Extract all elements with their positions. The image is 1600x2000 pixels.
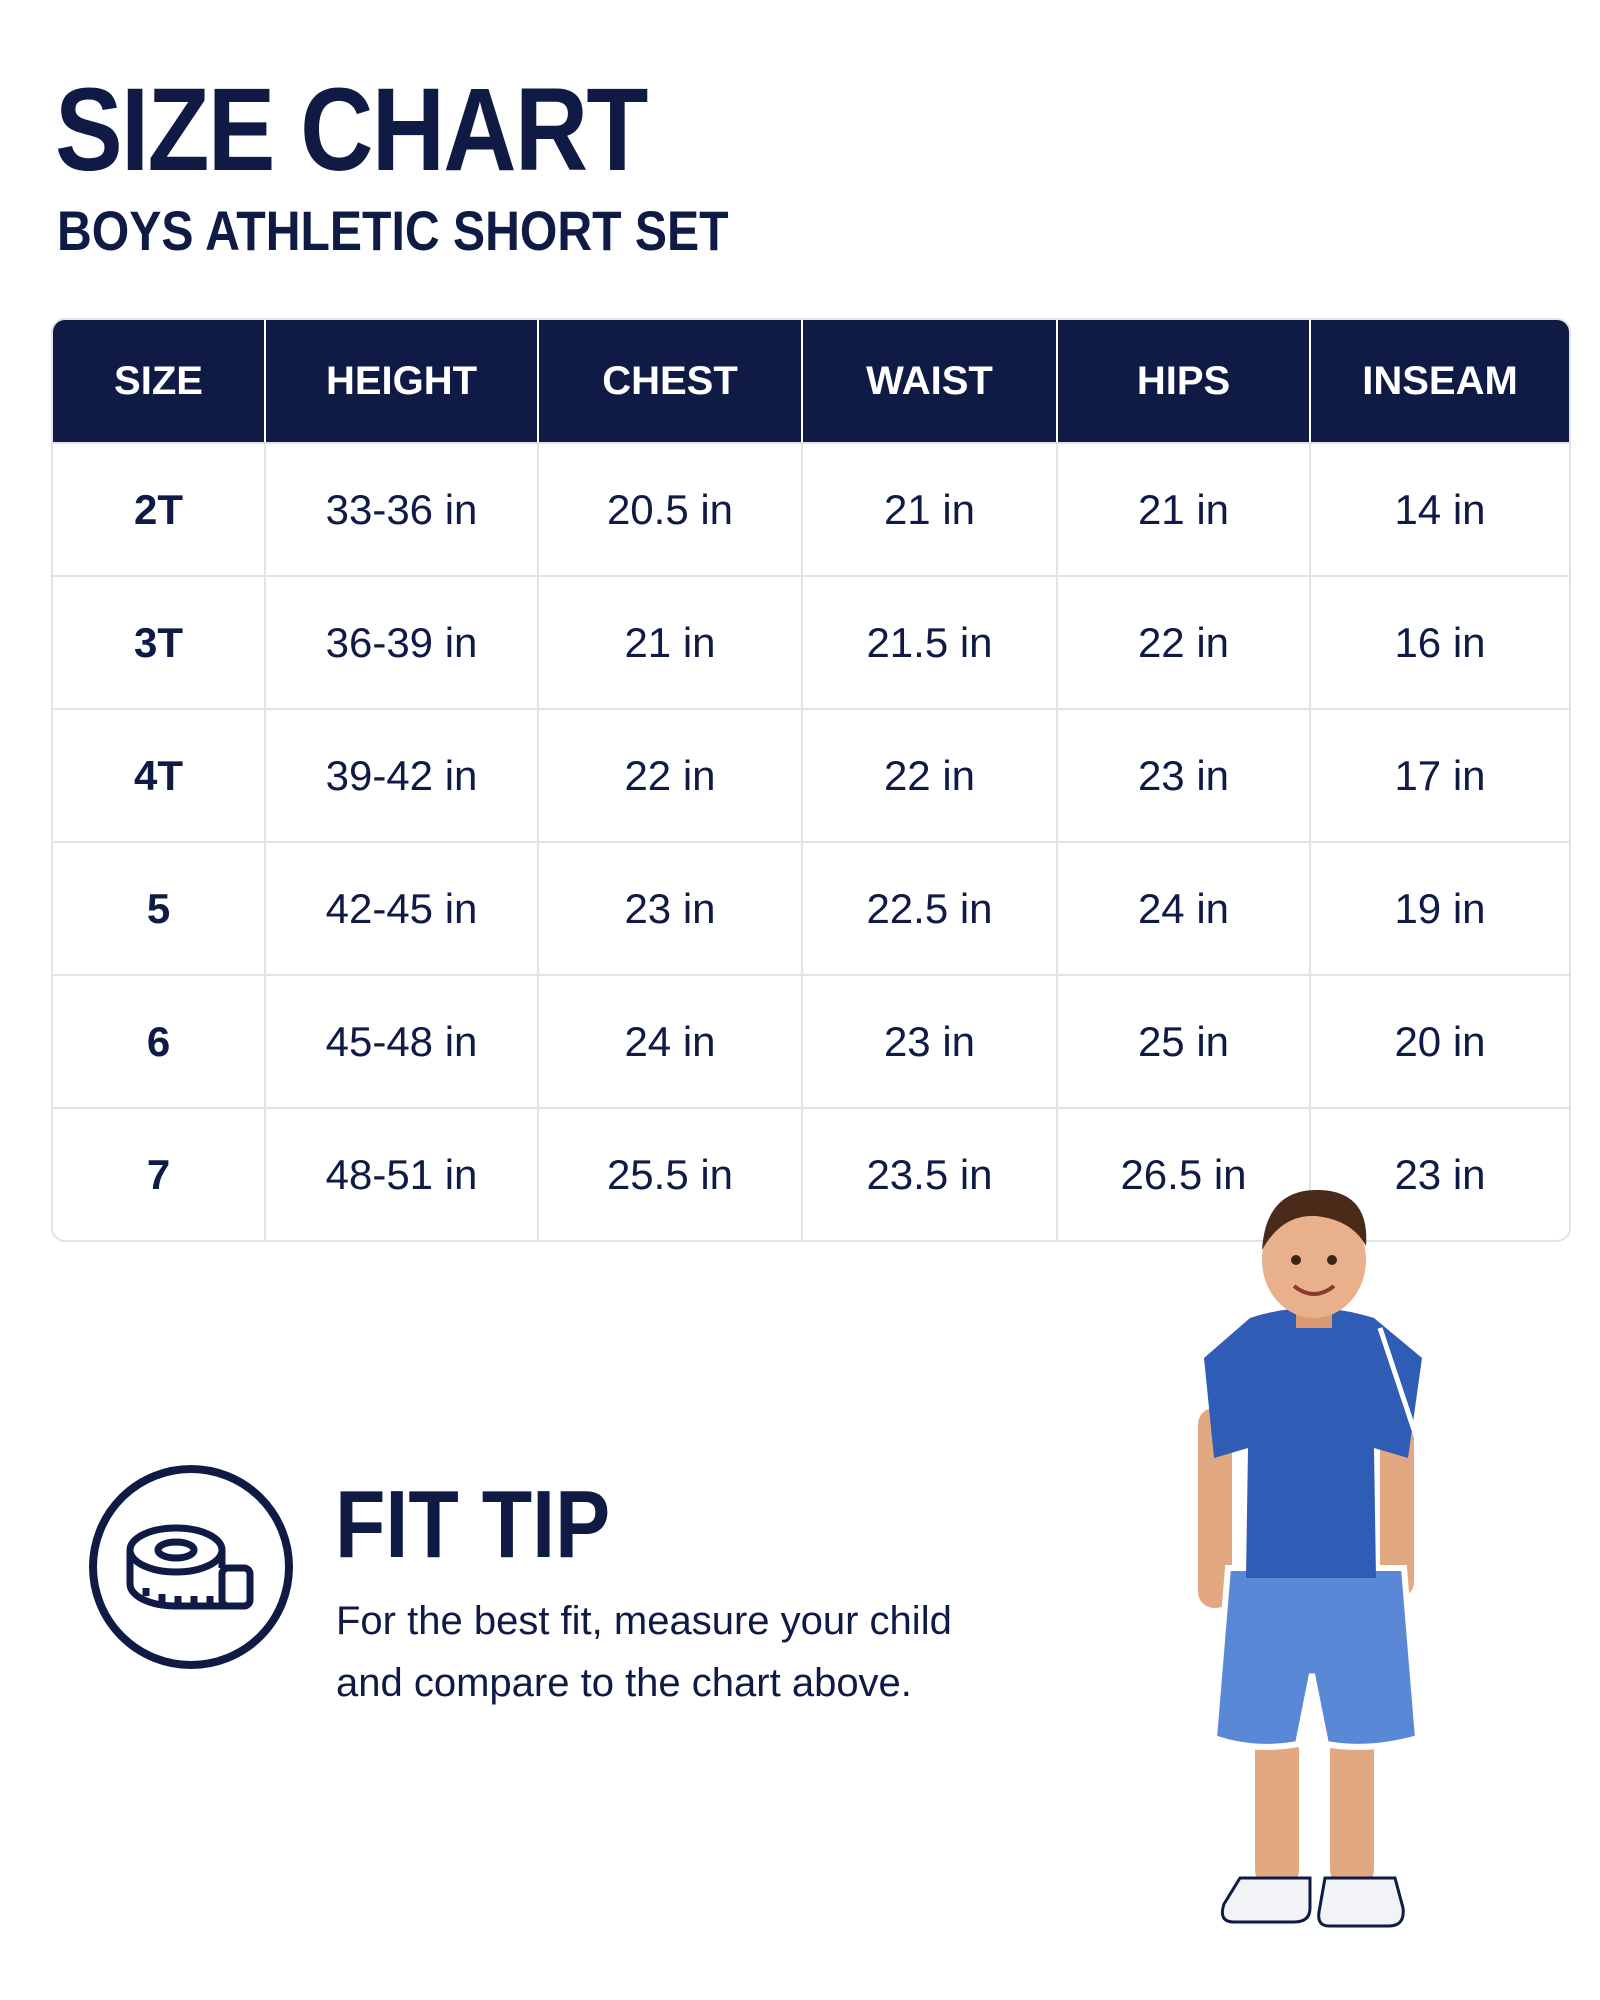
fit-tip-text: For the best fit, measure your child and… bbox=[336, 1590, 952, 1714]
measurement-cell: 22 in bbox=[539, 708, 803, 841]
size-cell: 2T bbox=[53, 442, 266, 575]
header-row: SIZE HEIGHT CHEST WAIST HIPS INSEAM bbox=[53, 320, 1569, 442]
measurement-cell: 22 in bbox=[1058, 575, 1311, 708]
size-cell: 4T bbox=[53, 708, 266, 841]
measurement-cell: 21 in bbox=[1058, 442, 1311, 575]
table-row: 4T 39-42 in 22 in 22 in 23 in 17 in bbox=[53, 708, 1569, 841]
fit-tip-line: For the best fit, measure your child bbox=[336, 1599, 952, 1643]
size-cell: 7 bbox=[53, 1107, 266, 1240]
measurement-cell: 24 in bbox=[539, 974, 803, 1107]
table-header: SIZE HEIGHT CHEST WAIST HIPS INSEAM bbox=[53, 320, 1569, 442]
measurement-cell: 23 in bbox=[1311, 1107, 1569, 1240]
column-header: INSEAM bbox=[1311, 320, 1569, 442]
table-body: 2T 33-36 in 20.5 in 21 in 21 in 14 in 3T 36-39 … bbox=[53, 442, 1569, 1240]
measurement-cell: 36-39 in bbox=[266, 575, 539, 708]
column-header: WAIST bbox=[803, 320, 1058, 442]
measurement-cell: 23.5 in bbox=[803, 1107, 1058, 1240]
measurement-cell: 23 in bbox=[803, 974, 1058, 1107]
column-header: HIPS bbox=[1058, 320, 1311, 442]
table-row: 3T 36-39 in 21 in 21.5 in 22 in 16 in bbox=[53, 575, 1569, 708]
size-cell: 3T bbox=[53, 575, 266, 708]
measurement-cell: 45-48 in bbox=[266, 974, 539, 1107]
measurement-cell: 21 in bbox=[539, 575, 803, 708]
tape-measure-icon bbox=[89, 1465, 293, 1669]
size-cell: 6 bbox=[53, 974, 266, 1107]
measurement-cell: 16 in bbox=[1311, 575, 1569, 708]
table-row: 7 48-51 in 25.5 in 23.5 in 26.5 in 23 in bbox=[53, 1107, 1569, 1240]
measurement-cell: 48-51 in bbox=[266, 1107, 539, 1240]
table-row: 2T 33-36 in 20.5 in 21 in 21 in 14 in bbox=[53, 442, 1569, 575]
measurement-cell: 33-36 in bbox=[266, 442, 539, 575]
measurement-cell: 21.5 in bbox=[803, 575, 1058, 708]
measurement-cell: 42-45 in bbox=[266, 841, 539, 974]
measurement-cell: 22 in bbox=[803, 708, 1058, 841]
column-header: SIZE bbox=[53, 320, 266, 442]
measurement-cell: 19 in bbox=[1311, 841, 1569, 974]
measurement-cell: 17 in bbox=[1311, 708, 1569, 841]
subtitle: BOYS ATHLETIC SHORT SET bbox=[57, 199, 729, 262]
table-row: 6 45-48 in 24 in 23 in 25 in 20 in bbox=[53, 974, 1569, 1107]
table-row: 5 42-45 in 23 in 22.5 in 24 in 19 in bbox=[53, 841, 1569, 974]
measurement-cell: 20.5 in bbox=[539, 442, 803, 575]
measurement-cell: 25.5 in bbox=[539, 1107, 803, 1240]
size-table: SIZE HEIGHT CHEST WAIST HIPS INSEAM 2T 33-36 i… bbox=[51, 318, 1571, 1242]
measurement-cell: 24 in bbox=[1058, 841, 1311, 974]
column-header: CHEST bbox=[539, 320, 803, 442]
measurement-cell: 23 in bbox=[539, 841, 803, 974]
measurement-cell: 21 in bbox=[803, 442, 1058, 575]
measurement-cell: 25 in bbox=[1058, 974, 1311, 1107]
column-header: HEIGHT bbox=[266, 320, 539, 442]
measurement-cell: 39-42 in bbox=[266, 708, 539, 841]
size-cell: 5 bbox=[53, 841, 266, 974]
measurement-cell: 22.5 in bbox=[803, 841, 1058, 974]
fit-tip-title: FIT TIP bbox=[335, 1471, 611, 1578]
fit-tip-line: and compare to the chart above. bbox=[336, 1661, 912, 1705]
title: SIZE CHART bbox=[55, 64, 648, 196]
measurement-cell: 14 in bbox=[1311, 442, 1569, 575]
measurement-cell: 26.5 in bbox=[1058, 1107, 1311, 1240]
boy-illustration bbox=[1198, 1189, 1423, 1928]
measurement-cell: 23 in bbox=[1058, 708, 1311, 841]
measurement-cell: 20 in bbox=[1311, 974, 1569, 1107]
